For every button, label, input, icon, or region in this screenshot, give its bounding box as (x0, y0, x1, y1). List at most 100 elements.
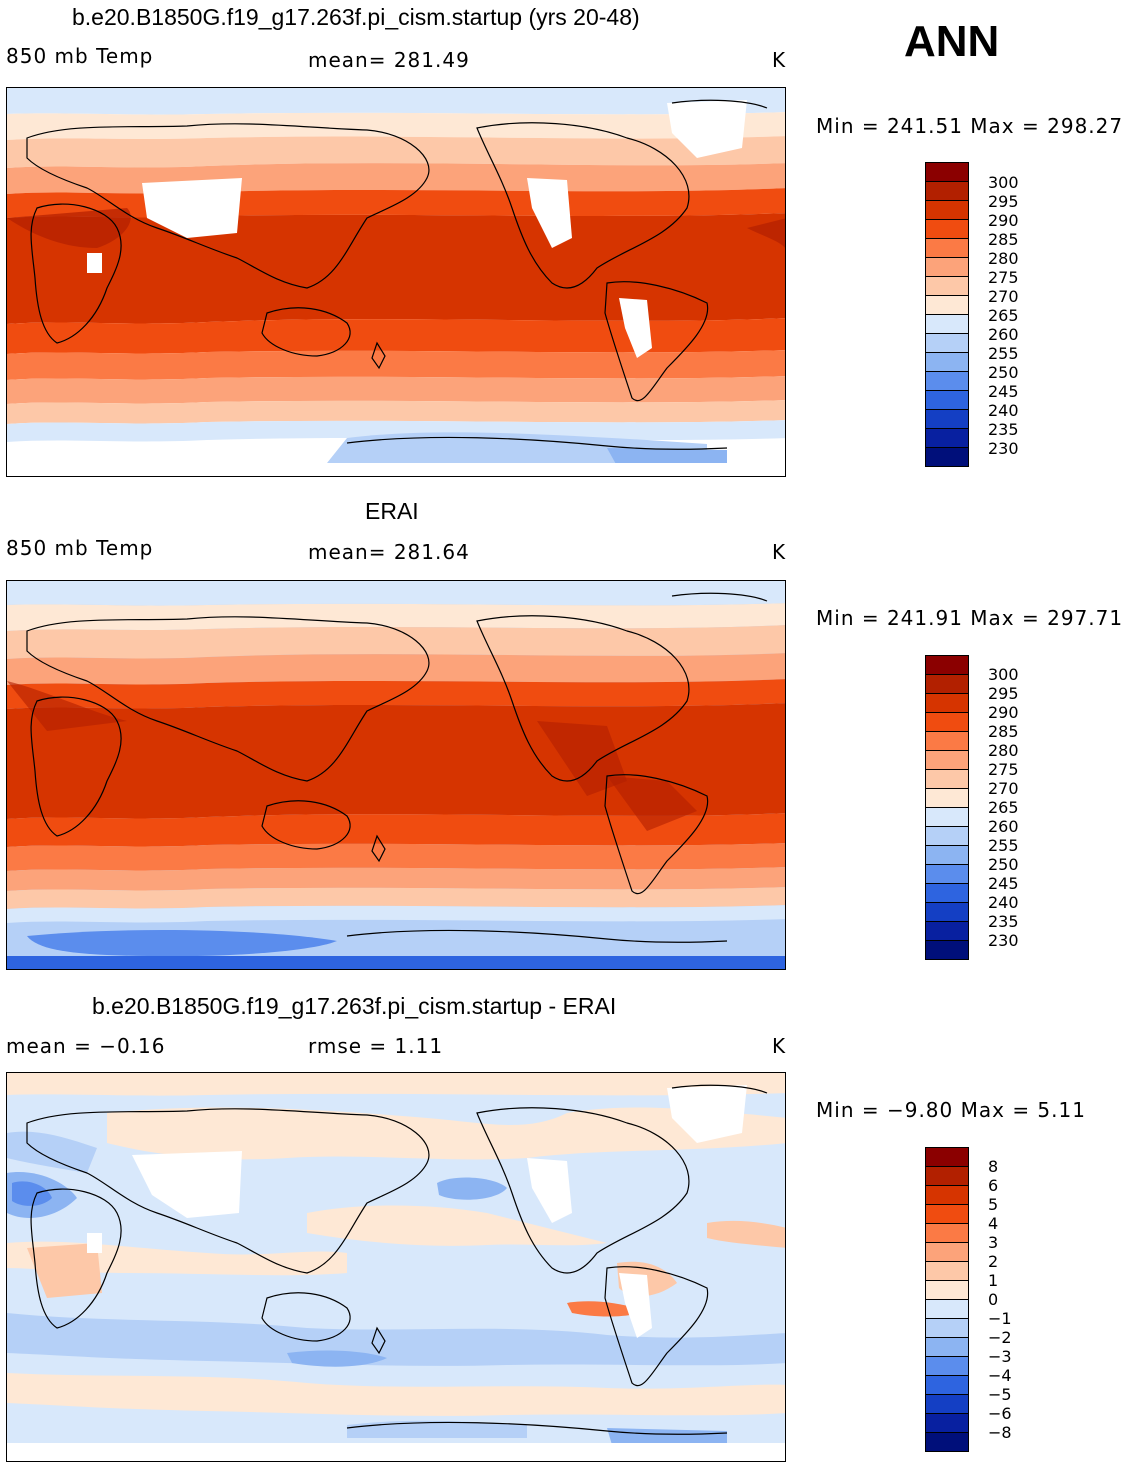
panel3-title: b.e20.B1850G.f19_g17.263f.pi_cism.startu… (92, 993, 617, 1019)
panel2-variable-label: 850 mb Temp (6, 536, 154, 560)
panel3-colorbar-label: 5 (988, 1195, 999, 1214)
panel2-colorbar-swatch (925, 731, 969, 751)
panel2-colorbar-label: 280 (988, 741, 1019, 760)
panel2-colorbar-label: 230 (988, 931, 1019, 950)
panel3-map (6, 1072, 786, 1462)
panel2-colorbar-label: 270 (988, 779, 1019, 798)
panel2-colorbar-label: 265 (988, 798, 1019, 817)
panel1-colorbar-label: 250 (988, 363, 1019, 382)
panel1-colorbar-label: 275 (988, 268, 1019, 287)
panel1-colorbar-label: 240 (988, 401, 1019, 420)
panel1-colorbar-swatch (925, 181, 969, 201)
panel1-colorbar-label: 260 (988, 325, 1019, 344)
panel3-colorbar-swatch (925, 1185, 969, 1205)
panel3-minmax-label: Min = −9.80 Max = 5.11 (816, 1098, 1086, 1122)
panel1-colorbar-swatch (925, 371, 969, 391)
panel2-colorbar-label: 240 (988, 893, 1019, 912)
panel2-colorbar-label: 235 (988, 912, 1019, 931)
panel2-colorbar-swatch (925, 883, 969, 903)
panel1-minmax-label: Min = 241.51 Max = 298.27 (816, 114, 1124, 138)
panel1-colorbar-swatch (925, 295, 969, 315)
panel3-colorbar-swatch (925, 1337, 969, 1357)
panel1-colorbar-label: 255 (988, 344, 1019, 363)
panel1-colorbar-label: 235 (988, 420, 1019, 439)
panel3-colorbar-swatch (925, 1318, 969, 1338)
panel2-minmax-label: Min = 241.91 Max = 297.71 (816, 606, 1124, 630)
panel2-colorbar-label: 285 (988, 722, 1019, 741)
panel3-colorbar-label: 4 (988, 1214, 999, 1233)
panel3-colorbar-swatch (925, 1356, 969, 1376)
panel3-colorbar-label: −8 (988, 1423, 1012, 1442)
panel1-map (6, 87, 786, 477)
panel3-colorbar-label: 0 (988, 1290, 999, 1309)
panel2-colorbar-swatch (925, 807, 969, 827)
panel1-colorbar-swatch (925, 219, 969, 239)
panel3-colorbar-swatch (925, 1223, 969, 1243)
panel3-colorbar-label: −2 (988, 1328, 1012, 1347)
panel1-colorbar-swatch (925, 390, 969, 410)
panel2-colorbar-swatch (925, 788, 969, 808)
panel2-units-label: K (772, 540, 787, 564)
panel2-colorbar-label: 260 (988, 817, 1019, 836)
panel2-map (6, 580, 786, 970)
panel2-colorbar-swatch (925, 693, 969, 713)
panel1-colorbar-label: 295 (988, 192, 1019, 211)
panel3-colorbar-label: 8 (988, 1157, 999, 1176)
panel3-mean-label: mean = −0.16 (6, 1034, 166, 1058)
panel1-colorbar-swatch (925, 200, 969, 220)
panel3-colorbar-swatch (925, 1204, 969, 1224)
panel3-colorbar-label: 3 (988, 1233, 999, 1252)
panel1-colorbar-label: 245 (988, 382, 1019, 401)
panel2-colorbar-label: 290 (988, 703, 1019, 722)
panel2-title: ERAI (365, 498, 419, 524)
panel2-colorbar-swatch (925, 826, 969, 846)
panel2-colorbar-label: 275 (988, 760, 1019, 779)
panel3-colorbar-swatch (925, 1166, 969, 1186)
panel2-colorbar-swatch (925, 940, 969, 960)
panel3-rmse-label: rmse = 1.11 (308, 1034, 444, 1058)
panel1-colorbar-label: 230 (988, 439, 1019, 458)
panel2-colorbar-label: 255 (988, 836, 1019, 855)
panel2-colorbar-swatch (925, 845, 969, 865)
panel3-colorbar-swatch (925, 1261, 969, 1281)
panel1-mean-label: mean= 281.49 (308, 48, 470, 72)
panel1-colorbar-label: 300 (988, 173, 1019, 192)
panel3-colorbar-swatch (925, 1280, 969, 1300)
panel2-colorbar-label: 245 (988, 874, 1019, 893)
panel3-colorbar-swatch (925, 1413, 969, 1433)
panel1-title: b.e20.B1850G.f19_g17.263f.pi_cism.startu… (72, 4, 640, 30)
panel3-colorbar-swatch (925, 1375, 969, 1395)
panel1-colorbar-label: 290 (988, 211, 1019, 230)
panel1-colorbar-swatch (925, 409, 969, 429)
panel1-colorbar-label: 285 (988, 230, 1019, 249)
panel3-colorbar-swatch (925, 1394, 969, 1414)
panel1-variable-label: 850 mb Temp (6, 44, 154, 68)
panel1-colorbar-swatch (925, 257, 969, 277)
panel1-colorbar-label: 270 (988, 287, 1019, 306)
panel3-colorbar-label: −5 (988, 1385, 1012, 1404)
panel1-colorbar-label: 280 (988, 249, 1019, 268)
panel1-colorbar-label: 265 (988, 306, 1019, 325)
panel2-colorbar-swatch (925, 902, 969, 922)
panel3-colorbar-label: 1 (988, 1271, 999, 1290)
panel2-colorbar-label: 250 (988, 855, 1019, 874)
panel1-colorbar-swatch (925, 314, 969, 334)
panel3-colorbar-swatch (925, 1299, 969, 1319)
panel2-colorbar-label: 295 (988, 684, 1019, 703)
season-label: ANN (904, 17, 1000, 66)
panel3-colorbar-label: −1 (988, 1309, 1012, 1328)
panel2-colorbar-swatch (925, 769, 969, 789)
panel2-colorbar-swatch (925, 674, 969, 694)
panel3-colorbar-label: 2 (988, 1252, 999, 1271)
panel1-colorbar-swatch (925, 276, 969, 296)
panel3-colorbar-label: −6 (988, 1404, 1012, 1423)
panel3-colorbar-swatch (925, 1242, 969, 1262)
panel3-colorbar-label: 6 (988, 1176, 999, 1195)
panel3-colorbar-label: −3 (988, 1347, 1012, 1366)
panel2-colorbar-swatch (925, 864, 969, 884)
panel2-colorbar-swatch (925, 655, 969, 675)
panel1-colorbar-swatch (925, 238, 969, 258)
panel1-colorbar-swatch (925, 352, 969, 372)
panel1-units-label: K (772, 48, 787, 72)
panel1-colorbar-swatch (925, 428, 969, 448)
